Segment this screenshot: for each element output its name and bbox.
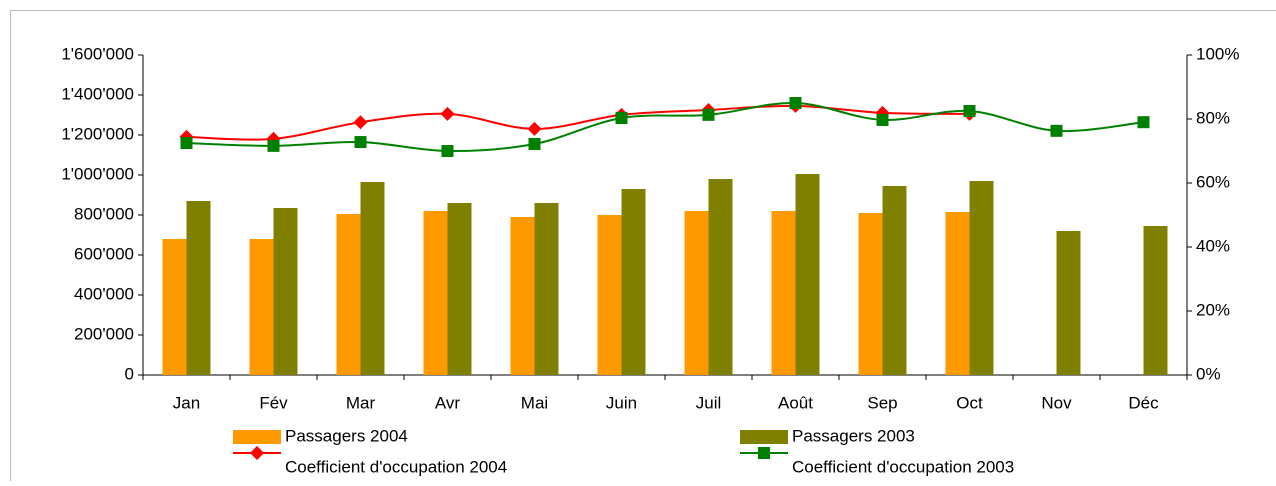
legend-label: Coefficient d'occupation 2004 bbox=[285, 457, 507, 476]
x-tick-label: Août bbox=[778, 393, 813, 412]
x-tick-label: Fév bbox=[259, 393, 288, 412]
bar bbox=[622, 189, 646, 375]
line-marker bbox=[355, 136, 367, 148]
bar bbox=[598, 215, 622, 375]
bar bbox=[511, 217, 535, 375]
bar bbox=[535, 203, 559, 375]
bar bbox=[361, 182, 385, 375]
line-marker bbox=[1051, 125, 1063, 137]
x-tick-label: Juil bbox=[696, 393, 722, 412]
line-marker bbox=[529, 138, 541, 150]
y-tick-label: 600'000 bbox=[74, 244, 134, 263]
line-marker bbox=[354, 115, 368, 129]
x-tick-label: Mai bbox=[521, 393, 548, 412]
y2-tick-label: 80% bbox=[1196, 108, 1230, 127]
y2-tick-label: 100% bbox=[1196, 44, 1239, 63]
bar bbox=[796, 174, 820, 375]
x-tick-label: Oct bbox=[956, 393, 983, 412]
line-marker bbox=[790, 97, 802, 109]
y-tick-label: 400'000 bbox=[74, 284, 134, 303]
x-tick-label: Nov bbox=[1041, 393, 1072, 412]
y-tick-label: 200'000 bbox=[74, 324, 134, 343]
bar bbox=[883, 186, 907, 375]
x-tick-label: Jan bbox=[173, 393, 200, 412]
legend-swatch bbox=[740, 430, 788, 444]
y-tick-label: 1'200'000 bbox=[61, 124, 134, 143]
legend-swatch bbox=[233, 430, 281, 444]
bar bbox=[709, 179, 733, 375]
line-marker bbox=[703, 109, 715, 121]
bar bbox=[448, 203, 472, 375]
y2-tick-label: 20% bbox=[1196, 300, 1230, 319]
bar bbox=[970, 181, 994, 375]
bar bbox=[163, 239, 187, 375]
legend-marker bbox=[250, 446, 264, 460]
y-tick-label: 800'000 bbox=[74, 204, 134, 223]
y-tick-label: 1'400'000 bbox=[61, 84, 134, 103]
y-tick-label: 1'000'000 bbox=[61, 164, 134, 183]
bar bbox=[685, 211, 709, 375]
bar bbox=[946, 212, 970, 375]
line-marker bbox=[1138, 116, 1150, 128]
line-marker bbox=[528, 122, 542, 136]
bar bbox=[337, 214, 361, 375]
bar bbox=[274, 208, 298, 375]
bar bbox=[424, 211, 448, 375]
y2-tick-label: 0% bbox=[1196, 364, 1221, 383]
bar bbox=[250, 239, 274, 375]
x-tick-label: Avr bbox=[435, 393, 461, 412]
line-marker bbox=[441, 107, 455, 121]
x-tick-label: Mar bbox=[346, 393, 376, 412]
bar bbox=[1144, 226, 1168, 375]
line bbox=[187, 103, 1144, 151]
line-marker bbox=[964, 105, 976, 117]
x-tick-label: Déc bbox=[1128, 393, 1159, 412]
line-marker bbox=[442, 145, 454, 157]
line-marker bbox=[268, 140, 280, 152]
y2-tick-label: 40% bbox=[1196, 236, 1230, 255]
bar bbox=[859, 213, 883, 375]
legend-label: Passagers 2004 bbox=[285, 426, 408, 445]
line-marker bbox=[616, 112, 628, 124]
y-tick-label: 1'600'000 bbox=[61, 44, 134, 63]
line bbox=[187, 106, 970, 140]
bar bbox=[772, 211, 796, 375]
legend-marker bbox=[758, 447, 770, 459]
y2-tick-label: 60% bbox=[1196, 172, 1230, 191]
bar bbox=[187, 201, 211, 375]
line-marker bbox=[877, 114, 889, 126]
bar bbox=[1057, 231, 1081, 375]
legend-label: Coefficient d'occupation 2003 bbox=[792, 457, 1014, 476]
y-tick-label: 0 bbox=[125, 364, 134, 383]
x-tick-label: Juin bbox=[606, 393, 637, 412]
x-tick-label: Sep bbox=[867, 393, 897, 412]
line-marker bbox=[181, 137, 193, 149]
legend-label: Passagers 2003 bbox=[792, 426, 915, 445]
